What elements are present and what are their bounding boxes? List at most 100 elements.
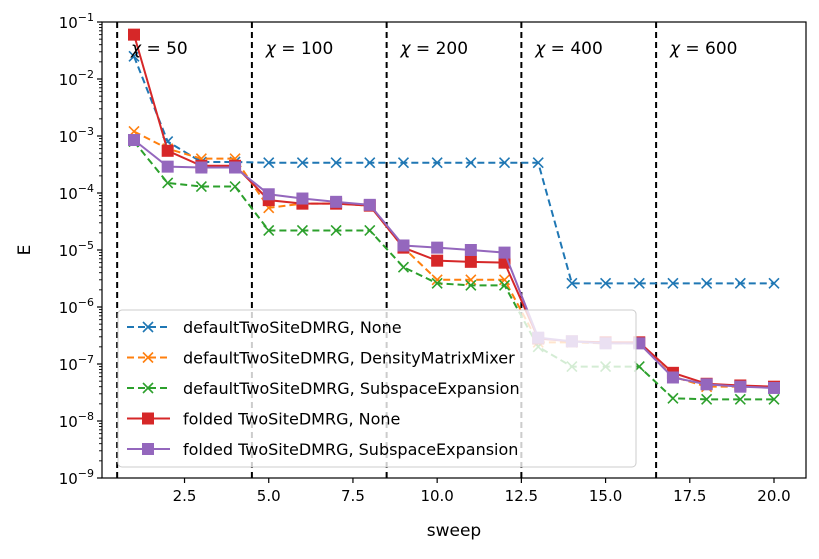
data-point-0-10 bbox=[465, 157, 477, 169]
marker-stroke bbox=[397, 261, 410, 273]
tick-exponent: −4 bbox=[78, 182, 94, 195]
legend-entry-3: folded TwoSiteDMRG, None bbox=[183, 410, 400, 429]
data-point-4-8 bbox=[397, 239, 410, 252]
data-point-2-11 bbox=[498, 279, 511, 291]
y-tick-label: 10−4 bbox=[59, 182, 94, 203]
marker-stroke bbox=[330, 224, 342, 237]
data-point-4-18 bbox=[734, 380, 747, 393]
data-point-4-1 bbox=[161, 160, 174, 173]
marker-stroke bbox=[734, 393, 746, 405]
data-point-2-4 bbox=[263, 224, 275, 237]
x-tick-label: 2.5 bbox=[173, 487, 197, 505]
data-point-1-11 bbox=[498, 274, 511, 286]
data-point-4-10 bbox=[464, 244, 477, 256]
chi-label-4: χ = 600 bbox=[669, 39, 738, 59]
data-point-4-19 bbox=[768, 381, 780, 394]
legend-entry-2: defaultTwoSiteDMRG, SubspaceExpansion bbox=[183, 379, 520, 398]
x-tick-label: 10.0 bbox=[420, 487, 453, 505]
tick-base: 10 bbox=[59, 356, 78, 374]
x-tick-label: 15.0 bbox=[589, 487, 622, 505]
marker-stroke bbox=[364, 224, 376, 237]
data-point-2-1 bbox=[162, 177, 174, 189]
marker-stroke bbox=[667, 277, 679, 289]
data-point-0-11 bbox=[498, 157, 511, 169]
data-point-2-5 bbox=[296, 224, 308, 237]
data-point-2-7 bbox=[364, 224, 376, 237]
data-point-3-0 bbox=[128, 28, 140, 41]
marker-stroke bbox=[701, 277, 713, 289]
x-axis-ticks: 2.5 5.0 7.5 10.0 12.5 15.0 17.5 20.0 bbox=[173, 478, 791, 505]
data-point-0-18 bbox=[734, 277, 746, 289]
y-tick-label: 10−3 bbox=[59, 125, 94, 146]
tick-base: 10 bbox=[59, 413, 78, 431]
data-point-2-8 bbox=[397, 261, 410, 273]
legend-entry-0: defaultTwoSiteDMRG, None bbox=[183, 318, 402, 337]
data-point-2-19 bbox=[768, 393, 780, 405]
data-point-2-9 bbox=[431, 277, 443, 289]
data-point-4-11 bbox=[498, 246, 511, 259]
data-point-2-2 bbox=[195, 180, 207, 193]
marker-stroke bbox=[263, 157, 275, 169]
data-point-2-3 bbox=[229, 180, 241, 193]
data-point-0-4 bbox=[263, 157, 275, 169]
tick-exponent: −1 bbox=[78, 11, 94, 24]
marker-stroke bbox=[498, 279, 511, 291]
x-tick-label: 17.5 bbox=[673, 487, 706, 505]
data-point-3-10 bbox=[464, 255, 477, 268]
legend-entry-1: defaultTwoSiteDMRG, DensityMatrixMixer bbox=[183, 349, 515, 368]
legend: defaultTwoSiteDMRG, None defaultTwoSiteDM… bbox=[117, 309, 637, 468]
marker-stroke bbox=[263, 224, 275, 237]
data-point-4-5 bbox=[296, 192, 309, 205]
x-tick-label: 12.5 bbox=[505, 487, 538, 505]
tick-base: 10 bbox=[59, 242, 78, 260]
x-tick-label: 20.0 bbox=[757, 487, 790, 505]
data-point-0-15 bbox=[633, 277, 645, 289]
marker-stroke bbox=[701, 393, 713, 405]
marker-stroke bbox=[768, 277, 780, 289]
data-point-4-7 bbox=[363, 198, 376, 211]
data-point-4-2 bbox=[195, 161, 208, 174]
y-tick-label: 10−8 bbox=[59, 410, 94, 431]
data-point-0-0 bbox=[128, 50, 140, 62]
data-point-0-14 bbox=[600, 277, 612, 289]
chi-label-3: χ = 400 bbox=[534, 39, 603, 59]
marker-stroke bbox=[142, 321, 154, 333]
chi-label-0: χ = 50 bbox=[130, 39, 188, 59]
data-point-0-5 bbox=[296, 157, 308, 169]
data-point-4-3 bbox=[229, 161, 242, 174]
chi-symbol: χ bbox=[669, 39, 681, 59]
y-axis-label: E bbox=[15, 245, 35, 256]
chi-symbol: χ bbox=[265, 39, 277, 59]
legend-entry-4: folded TwoSiteDMRG, SubspaceExpansion bbox=[183, 440, 518, 459]
data-point-4-16 bbox=[666, 371, 679, 384]
data-point-4-6 bbox=[330, 195, 343, 208]
chi-value: = 200 bbox=[411, 39, 469, 59]
chi-value: = 600 bbox=[680, 39, 738, 59]
data-point-2-18 bbox=[734, 393, 746, 405]
marker-stroke bbox=[364, 157, 376, 169]
series-4 bbox=[128, 134, 780, 394]
marker-stroke bbox=[498, 274, 511, 286]
data-point-4-0 bbox=[128, 134, 140, 147]
marker-stroke bbox=[128, 50, 140, 62]
data-point-4-17 bbox=[700, 378, 713, 391]
tick-exponent: −6 bbox=[78, 296, 94, 309]
tick-base: 10 bbox=[59, 299, 78, 317]
marker-stroke bbox=[600, 277, 612, 289]
marker-stroke bbox=[667, 392, 679, 404]
tick-exponent: −2 bbox=[78, 68, 94, 81]
marker-stroke bbox=[465, 157, 477, 169]
tick-exponent: −5 bbox=[78, 239, 94, 252]
data-point-0-6 bbox=[330, 157, 342, 169]
tick-exponent: −7 bbox=[78, 353, 94, 366]
marker-stroke bbox=[296, 224, 308, 237]
marker-stroke bbox=[296, 157, 308, 169]
legend-marker-1 bbox=[142, 351, 154, 364]
data-point-1-10 bbox=[465, 274, 477, 286]
y-tick-label: 10−7 bbox=[59, 353, 94, 374]
y-tick-label: 10−6 bbox=[59, 296, 94, 317]
data-point-0-12 bbox=[532, 157, 544, 169]
y-tick-label: 10−2 bbox=[59, 68, 94, 89]
